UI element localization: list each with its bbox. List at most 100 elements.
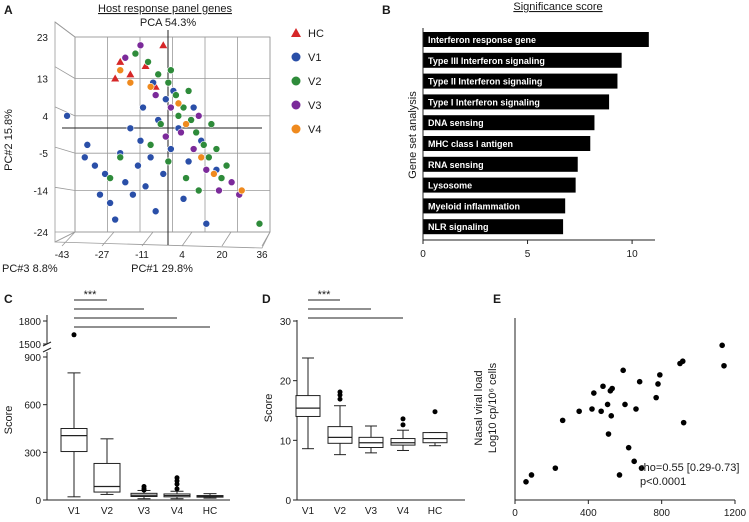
bar-label-7: Lysosome <box>428 181 472 191</box>
box-hc <box>422 432 448 444</box>
e-annotation-1: rho=0.55 [0.29-0.73] <box>640 462 739 474</box>
pca-point-v2 <box>156 120 165 128</box>
d-xtick: V3 <box>365 506 378 517</box>
pca-xtick: 20 <box>216 250 228 261</box>
legend-label-v1: V1 <box>308 52 321 64</box>
pca-point-v3 <box>194 112 203 120</box>
d-ytick: 20 <box>280 377 292 388</box>
e-point <box>638 465 645 471</box>
pca-grid-side <box>54 66 76 79</box>
pca-point-v2 <box>199 141 208 149</box>
e-ylabel-1: Nasal viral load <box>473 370 485 445</box>
e-point <box>589 406 595 412</box>
pca-xtick: -27 <box>95 250 110 261</box>
pca-point-v1 <box>106 199 114 207</box>
pca-point-v2 <box>174 112 183 120</box>
pca-point-v3 <box>215 186 223 195</box>
pca-point-v1 <box>202 219 211 228</box>
pca-grid-floor <box>141 231 154 247</box>
c-ylabel: Score <box>3 406 15 435</box>
pca-point-v2 <box>205 153 213 162</box>
pca-point-v1 <box>83 141 92 149</box>
bar-label-3: Type I Interferon signaling <box>428 97 540 107</box>
e-point <box>600 383 606 390</box>
bar-label-5: MHC class I antigen <box>428 139 513 149</box>
pca-grid-floor <box>181 231 193 247</box>
pca-point-v4 <box>237 186 246 195</box>
c-axis-break-2 <box>42 347 52 353</box>
pca-point-v1 <box>80 153 89 162</box>
pca-point-v2 <box>131 49 140 58</box>
bar-label-0: Interferon response gene <box>428 35 536 45</box>
outlier-point <box>400 416 406 422</box>
pca-grid-side <box>54 106 76 117</box>
pca-point-v2 <box>164 157 173 166</box>
e-point <box>636 378 643 385</box>
pca-point-hc <box>159 41 168 49</box>
pca-point-v1 <box>161 95 170 104</box>
pca-point-v3 <box>161 132 170 141</box>
pca-point-hc <box>141 62 150 70</box>
pca-point-v4 <box>126 78 135 87</box>
panel-label-a: A <box>4 3 13 17</box>
panel-label-b: B <box>382 3 391 17</box>
legend-marker-hc <box>291 28 301 37</box>
pca-point-v3 <box>136 41 145 50</box>
pca-point-v1 <box>101 170 109 178</box>
pca-point-v2 <box>212 145 221 153</box>
pca-point-v4 <box>210 170 218 178</box>
outlier-point <box>432 409 438 415</box>
bar-label-2: Type II Interferon signaling <box>428 77 542 87</box>
d-xtick: V2 <box>334 506 347 517</box>
pca-point-v3 <box>227 178 236 187</box>
e-point <box>528 472 535 478</box>
c-ytick: 300 <box>24 448 41 459</box>
pca-point-v2 <box>187 116 195 124</box>
d-sig-label: *** <box>318 289 332 301</box>
pca-point-v4 <box>146 82 155 91</box>
c-ytick: 900 <box>24 353 41 364</box>
pca-point-v3 <box>177 128 185 137</box>
c-xtick: V3 <box>138 506 151 517</box>
pca-zlabel: PCA 54.3% <box>140 17 196 29</box>
panel-label-c: C <box>4 292 13 306</box>
box-v2 <box>327 426 353 444</box>
e-point <box>591 390 597 396</box>
legend-marker-v3 <box>291 100 301 110</box>
d-ytick: 30 <box>280 317 292 328</box>
pca-point-v2 <box>164 78 173 87</box>
pca-point-v2 <box>182 174 190 182</box>
pca-point-hc <box>126 70 135 78</box>
pca-point-v1 <box>141 182 150 191</box>
pca-xlabel: PC#1 29.8% <box>131 263 193 275</box>
bar-label-1: Type III Interferon signaling <box>428 56 545 66</box>
bar-label-9: NLR signaling <box>428 222 489 232</box>
score-boxplot-c: Score 0 300 600 900 1500 1800 V1 V2 V3 V4 HC *** <box>3 289 230 517</box>
pca-point-v4 <box>116 66 125 74</box>
pca-point-v3 <box>167 103 175 112</box>
bar-title: Significance score <box>513 1 602 13</box>
pca-point-v2 <box>207 120 216 128</box>
e-point <box>680 419 687 426</box>
c-ytick: 1800 <box>19 317 42 328</box>
c-xtick: V1 <box>68 506 81 517</box>
pca-depthlabel: PC#3 8.8% <box>2 263 58 275</box>
e-point <box>631 458 637 465</box>
e-point <box>622 401 628 408</box>
legend-marker-v2 <box>291 76 301 86</box>
legend-marker-v1 <box>291 52 301 62</box>
pca-point-v2 <box>194 186 203 195</box>
e-annotation-2: p<0.0001 <box>640 476 686 488</box>
pca-ytick: -5 <box>39 149 48 160</box>
legend-label-hc: HC <box>308 28 324 40</box>
d-xtick: HC <box>428 506 442 517</box>
c-sig-label: *** <box>84 289 98 301</box>
pca-point-v1 <box>151 207 160 216</box>
pca-point-v2 <box>116 153 125 162</box>
viral-load-scatter: Nasal viral load Log10 cp/10⁶ cells 0 400… <box>473 318 747 519</box>
box-v4 <box>390 438 416 446</box>
panel-label-d: D <box>262 292 271 306</box>
pca-point-v1 <box>136 136 145 145</box>
e-point <box>633 406 639 412</box>
c-ytick: 600 <box>24 401 41 412</box>
